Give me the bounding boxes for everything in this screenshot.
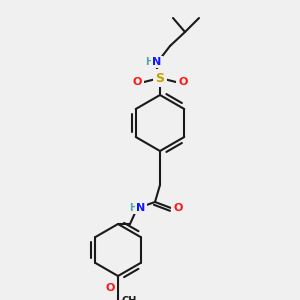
Text: N: N — [152, 57, 162, 67]
Text: CH₃: CH₃ — [121, 296, 141, 300]
Text: H: H — [145, 57, 153, 67]
Text: O: O — [173, 203, 183, 213]
Text: H: H — [129, 203, 137, 213]
Text: O: O — [132, 77, 142, 87]
Text: N: N — [136, 203, 146, 213]
Text: O: O — [105, 283, 115, 293]
Text: S: S — [155, 71, 164, 85]
Text: O: O — [178, 77, 188, 87]
